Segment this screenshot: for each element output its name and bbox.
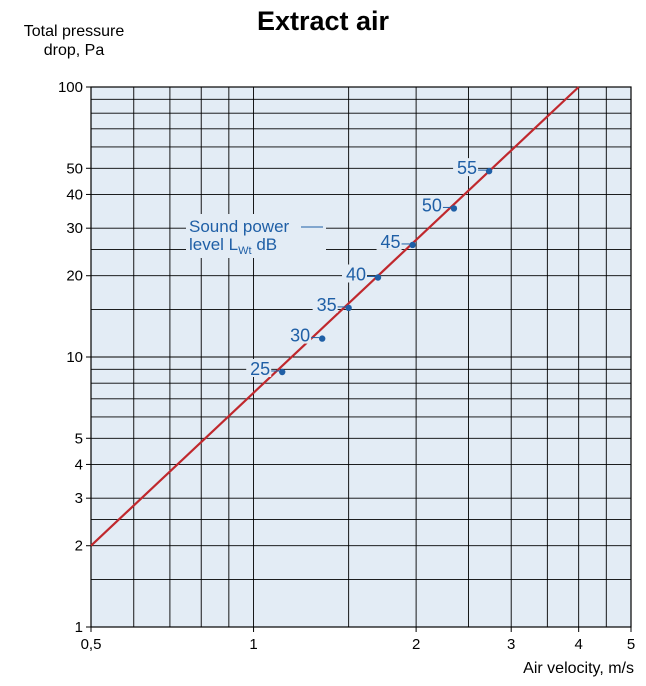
y-tick-label: 10 <box>66 349 83 366</box>
data-point <box>279 368 286 376</box>
y-tick-label: 40 <box>66 186 83 203</box>
y-tick-label: 2 <box>75 538 83 555</box>
x-tick-label: 3 <box>507 636 515 653</box>
x-tick-label: 1 <box>249 636 257 653</box>
point-label: 40 <box>346 264 366 284</box>
x-axis-label: Air velocity, m/s <box>523 660 634 677</box>
y-tick-label: 100 <box>58 79 83 96</box>
y-tick-label: 1 <box>75 619 83 636</box>
point-label: 30 <box>290 326 310 346</box>
annotation-line1: Sound power <box>189 217 290 236</box>
data-point <box>318 335 326 342</box>
point-label-background <box>286 325 312 344</box>
y-tick-label: 30 <box>66 220 83 237</box>
annotation-background <box>186 214 326 258</box>
y-axis-label-line1: Total pressure <box>23 23 125 40</box>
x-tick-label: 5 <box>627 636 635 653</box>
point-label-background <box>246 358 272 377</box>
point-label: 50 <box>422 195 442 215</box>
data-point <box>450 205 458 212</box>
point-label: 35 <box>317 295 337 315</box>
data-point <box>374 274 382 281</box>
point-label: 25 <box>250 359 270 379</box>
y-axis-label: Total pressure drop, Pa <box>8 22 140 60</box>
x-tick-label: 4 <box>574 636 582 653</box>
point-label-background <box>341 264 367 283</box>
data-point <box>345 304 352 312</box>
chart-title: Extract air <box>256 6 390 36</box>
y-tick-label: 5 <box>75 430 83 447</box>
point-label: 55 <box>457 158 477 178</box>
y-tick-label: 4 <box>75 456 83 473</box>
data-point <box>409 241 416 249</box>
data-point <box>485 167 493 175</box>
point-label-background <box>376 231 402 250</box>
point-label-background <box>453 158 479 177</box>
point-label-background <box>312 294 338 313</box>
y-tick-label: 20 <box>66 268 83 285</box>
x-tick-label: 0,5 <box>81 636 102 653</box>
y-tick-label: 3 <box>75 490 83 507</box>
y-axis-label-line2: drop, Pa <box>43 42 105 59</box>
x-tick-label: 2 <box>412 636 420 653</box>
pressure-drop-line <box>90 86 580 547</box>
y-tick-label: 50 <box>66 160 83 177</box>
annotation-line2: level LWt dB <box>189 235 277 257</box>
point-label-background <box>417 195 443 214</box>
point-label: 45 <box>381 232 401 252</box>
